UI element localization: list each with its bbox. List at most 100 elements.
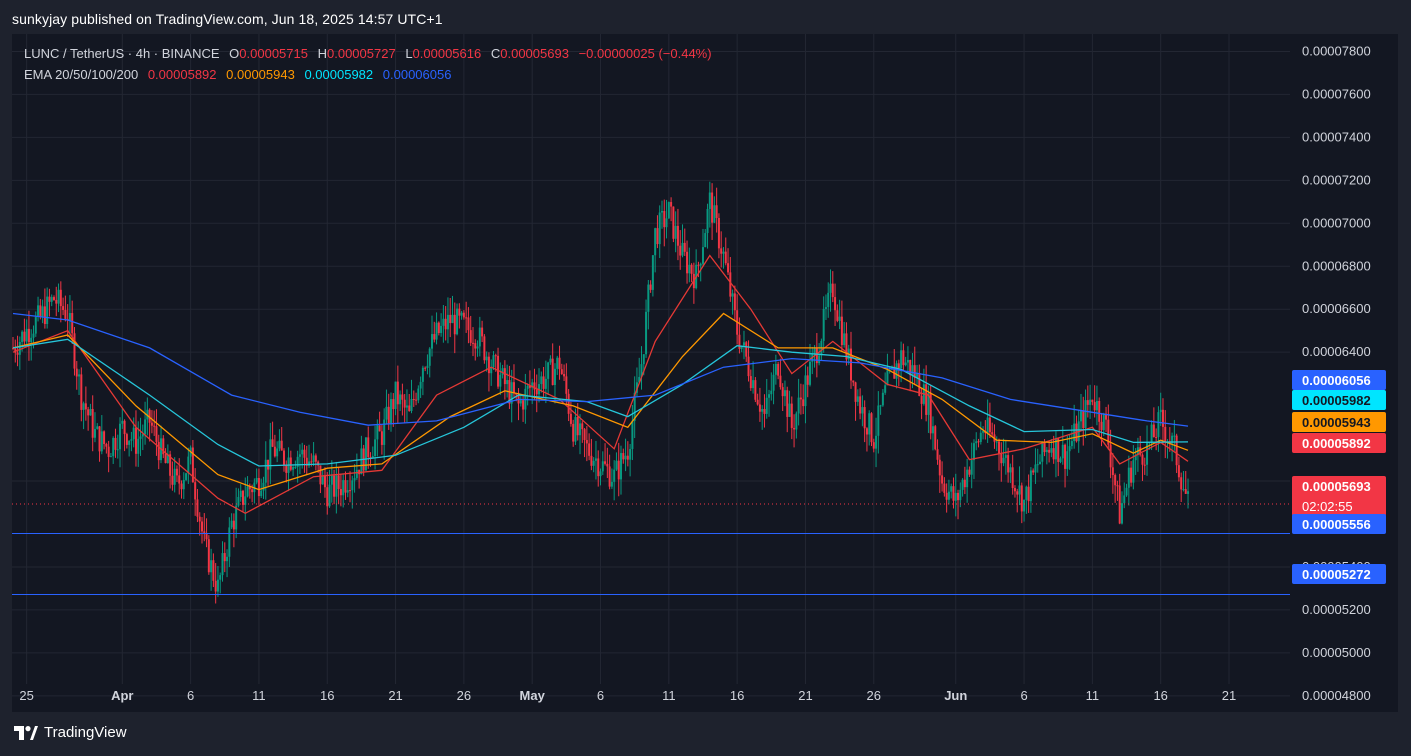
candle-body <box>481 327 484 337</box>
candle-body <box>1175 435 1178 466</box>
open-label: O <box>229 46 240 61</box>
candle-body <box>255 477 258 483</box>
candle-body <box>640 364 643 377</box>
time-tick-label: 26 <box>457 688 471 703</box>
candle-body <box>1134 454 1137 461</box>
candle-body <box>132 427 135 440</box>
candle-body <box>478 327 481 347</box>
ema-title[interactable]: EMA 20/50/100/200 <box>24 67 139 82</box>
candle-body <box>542 376 545 389</box>
candle-body <box>50 297 53 302</box>
candle-body <box>383 419 386 445</box>
level-price-tag-bg <box>1292 514 1386 534</box>
ema-lines <box>12 254 1189 515</box>
open-value: 0.00005715 <box>239 46 308 61</box>
candle-body <box>770 390 773 395</box>
time-tick-label: 6 <box>187 688 194 703</box>
candle-body <box>902 350 905 366</box>
candle-body <box>119 423 122 450</box>
candle-body <box>950 486 953 492</box>
tradingview-brand[interactable]: TradingView <box>14 724 127 741</box>
candle-body <box>93 428 96 438</box>
candle-body <box>884 385 887 393</box>
candle-body <box>1116 485 1119 487</box>
ema-price-tag-text: 0.00005982 <box>1302 393 1371 408</box>
candle-body <box>137 438 140 454</box>
time-tick-label: 25 <box>19 688 33 703</box>
candle-body <box>747 356 750 377</box>
time-tick-label: 16 <box>320 688 334 703</box>
candle-body <box>396 381 399 405</box>
candle-body <box>895 363 898 379</box>
candle-body <box>134 427 137 454</box>
candle-body <box>392 399 395 410</box>
candle-body <box>390 399 393 425</box>
candle-body <box>724 251 727 264</box>
candle-body <box>863 407 866 429</box>
candle-body <box>301 449 304 455</box>
symbol-legend[interactable]: LUNC / TetherUS · 4h · BINANCE O0.000057… <box>24 46 712 61</box>
candle-body <box>886 370 889 386</box>
candle-body <box>715 205 718 218</box>
candle-body <box>843 333 846 346</box>
candle-body <box>868 413 871 435</box>
candle-body <box>722 251 725 254</box>
ema-legend[interactable]: EMA 20/50/100/200 0.00005892 0.00005943 … <box>24 67 451 82</box>
time-tick-label: Apr <box>111 688 133 703</box>
candle-body <box>128 440 131 445</box>
candle-body <box>1177 465 1180 478</box>
candle-body <box>522 400 525 410</box>
candle-body <box>376 425 379 440</box>
candle-body <box>326 487 329 507</box>
candle-body <box>683 242 686 252</box>
candle-body <box>959 489 962 501</box>
candle-body <box>1184 489 1187 494</box>
candle-body <box>1041 441 1044 462</box>
candle-body <box>431 334 433 349</box>
candle-body <box>852 380 855 383</box>
candle-body <box>476 346 479 349</box>
candle-body <box>246 486 249 497</box>
candle-body <box>963 479 966 488</box>
candle-body <box>686 251 689 274</box>
candle-body <box>1171 435 1174 444</box>
candle-body <box>818 355 821 364</box>
chart-pane[interactable] <box>12 34 1398 712</box>
candle-body <box>153 425 156 427</box>
candle-body <box>740 345 743 349</box>
candle-body <box>64 309 67 319</box>
price-tick-label: 0.00006800 <box>1302 258 1371 273</box>
candle-body <box>1130 467 1133 483</box>
candle-body <box>271 439 274 447</box>
price-tick-label: 0.00007000 <box>1302 215 1371 230</box>
candle-body <box>918 373 921 396</box>
candle-body <box>1079 410 1082 422</box>
candle-body <box>321 475 324 485</box>
candle-body <box>615 460 618 470</box>
symbol-title[interactable]: LUNC / TetherUS · 4h · BINANCE <box>24 46 220 61</box>
candle-body <box>672 206 675 239</box>
candle-body <box>330 475 333 485</box>
time-tick-label: May <box>520 688 546 703</box>
candle-body <box>642 354 645 365</box>
candle-body <box>458 308 461 316</box>
candle-body <box>1100 421 1103 431</box>
candle-body <box>164 454 167 464</box>
candle-body <box>982 431 985 433</box>
candle-body <box>838 316 841 321</box>
candle-body <box>1125 487 1128 496</box>
candle-body <box>674 225 677 239</box>
candle-body <box>187 456 190 474</box>
change-value: −0.00000025 (−0.44%) <box>578 46 712 61</box>
price-axis: 0.00007800 0.00007600 0.00007400 0.00007200… <box>1302 43 1371 702</box>
candle-body <box>1043 441 1046 453</box>
candle-body <box>781 387 784 397</box>
candle-body <box>1102 413 1105 431</box>
candle-body <box>533 382 536 390</box>
candle-body <box>658 212 661 245</box>
candle-body <box>1155 437 1158 439</box>
candle-body <box>945 492 948 500</box>
candle-body <box>519 400 522 404</box>
candle-body <box>1018 485 1021 495</box>
